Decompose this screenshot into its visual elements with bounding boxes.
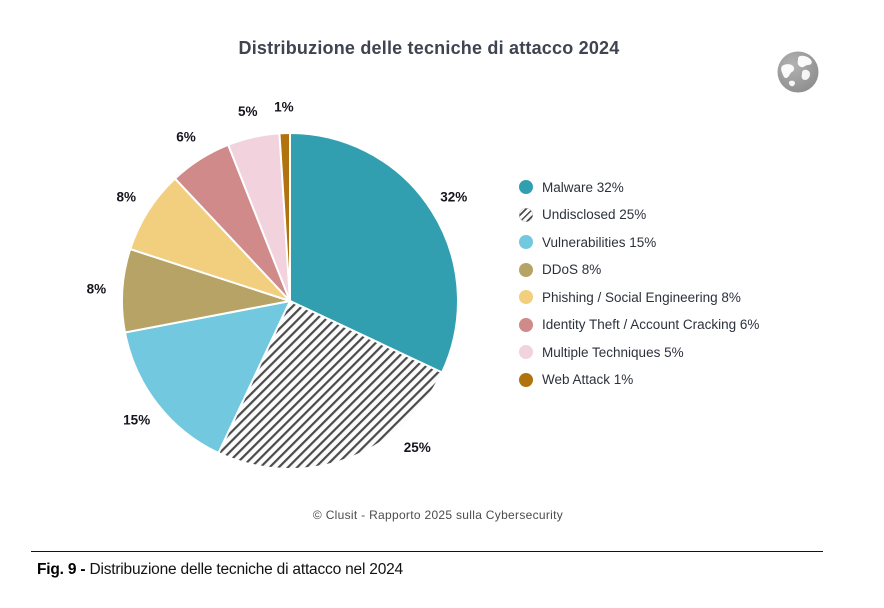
figure-caption-label: Fig. 9 - [37,561,86,578]
legend-item-multiple-techniques: Multiple Techniques 5% [519,343,759,361]
source-caption: © Clusit - Rapporto 2025 sulla Cybersecu… [312,508,564,522]
pie-slice-value-ddos: 8% [87,281,107,296]
legend-item-web-attack: Web Attack 1% [519,371,759,389]
legend-item-malware: Malware 32% [519,178,759,196]
legend-label: Multiple Techniques 5% [542,344,684,360]
legend-item-phishing-social-engineering: Phishing / Social Engineering 8% [519,288,759,306]
pie-slice-value-identity-theft-account-cracking: 6% [176,130,196,145]
legend-label: Identity Theft / Account Cracking 6% [542,317,760,332]
legend-circle-icon [519,262,533,277]
legend-label: DDoS 8% [542,262,602,277]
chart-title: Distribuzione delle tecniche di attacco … [238,38,620,58]
pie-slice-web-attack [278,131,291,302]
legend-circle-icon [519,290,533,304]
figure-caption-text: Distribuzione delle tecniche di attacco … [89,561,403,578]
legend-item-vulnerabilities: Vulnerabilities 15% [519,233,759,251]
legend-item-identity-theft-account-cracking: Identity Theft / Account Cracking 6% [519,316,759,334]
pie-slice-malware [289,132,459,374]
legend-circle-icon [519,317,533,332]
legend-hatched-circle-icon [519,207,533,222]
legend-item-undisclosed: Undisclosed 25% [519,206,759,224]
pie-slice-value-malware: 32% [440,190,467,205]
legend-label: Undisclosed 25% [542,207,647,222]
pie-slice-value-web-attack: 1% [274,100,294,115]
legend-circle-icon [519,180,533,194]
pie-slice-value-phishing-social-engineering: 8% [116,190,136,205]
pie-slice-value-undisclosed: 25% [404,440,431,455]
legend-item-ddos: DDoS 8% [519,261,759,279]
legend-circle-icon [519,345,533,359]
legend-circle-icon [519,235,533,249]
legend-circle-icon [519,372,533,387]
legend-label: Phishing / Social Engineering 8% [542,289,741,305]
caption-divider [31,551,823,552]
legend-label: Vulnerabilities 15% [542,234,657,250]
legend: Malware 32% Undisclosed 25% Vulnerabilitie… [519,178,759,389]
legend-label: Web Attack 1% [542,372,634,387]
figure-caption: Fig. 9 - Distribuzione delle tecniche di… [37,561,403,579]
legend-label: Malware 32% [542,179,624,195]
pie-slice-value-multiple-techniques: 5% [238,104,258,119]
pie-slice-vulnerabilities [123,300,291,455]
pie-slice-undisclosed [217,300,444,470]
globe-icon [777,51,819,93]
pie-slice-value-vulnerabilities: 15% [123,412,150,427]
